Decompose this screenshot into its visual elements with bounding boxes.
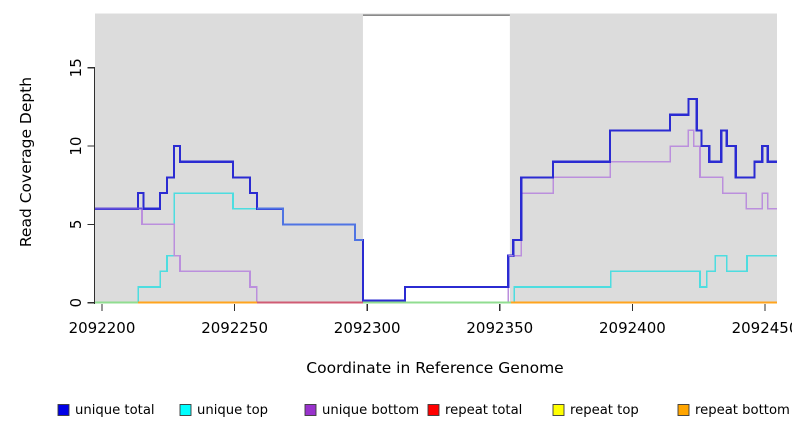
series-line-unique-total xyxy=(95,98,777,302)
plot-background-layer xyxy=(95,13,777,304)
tick-labels-layer: 0 5 10 15 2092200 2092250 2092300 2092350 209240… xyxy=(67,58,792,337)
coverage-gap-region xyxy=(362,15,510,304)
x-tick-label: 2092250 xyxy=(201,319,268,337)
x-axis-title: Coordinate in Reference Genome xyxy=(306,359,563,377)
legend-swatch-repeat-bottom xyxy=(677,404,690,416)
legend-label-repeat-top: repeat top xyxy=(570,403,639,418)
y-tick-label: 15 xyxy=(67,58,85,77)
legend-label-unique-top: unique top xyxy=(197,403,268,418)
legend-swatch-repeat-total xyxy=(427,404,440,416)
y-axis-title: Read Coverage Depth xyxy=(17,77,35,247)
legend-swatch-repeat-top xyxy=(552,404,565,416)
legend-label-unique-total: unique total xyxy=(75,403,155,418)
series-layer xyxy=(95,98,777,304)
legend-label-repeat-bottom: repeat bottom xyxy=(695,403,790,418)
legend-swatch-unique-total xyxy=(57,404,70,416)
legend-swatch-unique-bottom xyxy=(304,404,317,416)
series-line-overlap-total-top-descent xyxy=(256,207,363,242)
legend-label-repeat-total: repeat total xyxy=(445,403,522,418)
x-tick-label: 2092450 xyxy=(732,319,792,337)
legend-label-unique-bottom: unique bottom xyxy=(322,403,419,418)
legend-swatch-unique-top xyxy=(179,404,192,416)
legend: unique total unique top unique bottom repea… xyxy=(57,403,790,418)
y-tick-label: 5 xyxy=(67,220,85,230)
x-tick-label: 2092200 xyxy=(69,319,136,337)
x-tick-label: 2092300 xyxy=(334,319,401,337)
x-tick-label: 2092350 xyxy=(466,319,533,337)
axes-layer xyxy=(87,66,766,311)
y-tick-label: 0 xyxy=(67,298,85,308)
y-tick-label: 10 xyxy=(67,137,85,156)
series-line-unique-bottom xyxy=(95,129,777,304)
x-tick-label: 2092400 xyxy=(599,319,666,337)
